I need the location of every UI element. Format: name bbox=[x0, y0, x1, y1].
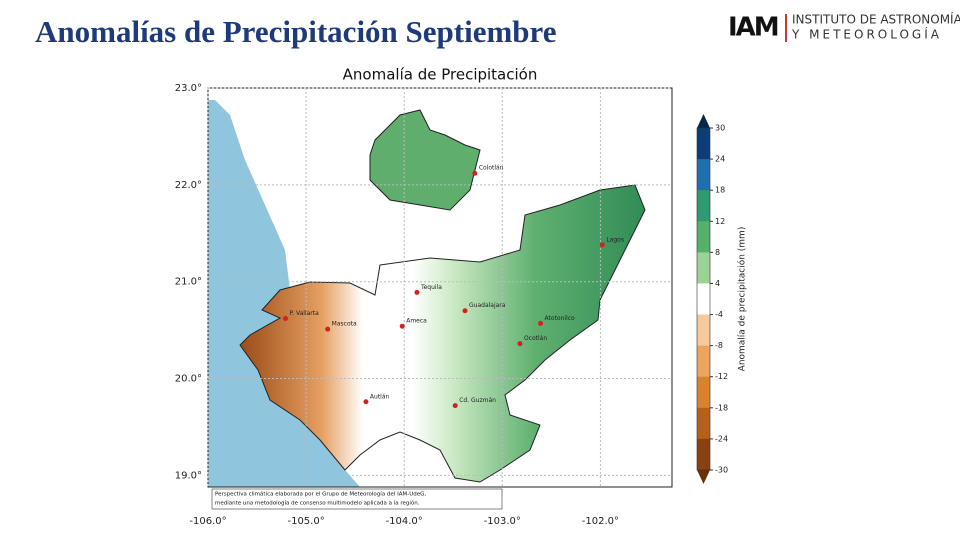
colorbar-tick-label: 24 bbox=[715, 155, 725, 164]
colorbar-extend bbox=[697, 470, 710, 484]
institute: Y METEOROLOGÍA bbox=[791, 27, 942, 42]
y-tick-label: 20.0° bbox=[175, 374, 202, 385]
city-label: Lagos bbox=[606, 236, 624, 243]
colorbar-tick-label: 4 bbox=[715, 279, 720, 288]
colorbar-tick-label: -8 bbox=[715, 341, 723, 350]
city-marker bbox=[472, 170, 478, 176]
colorbar-tick-label: -30 bbox=[715, 466, 728, 475]
city-marker bbox=[363, 399, 369, 405]
city-label: Colotlán bbox=[479, 165, 504, 172]
colorbar-tick-label: 30 bbox=[715, 124, 725, 133]
state-region bbox=[239, 184, 646, 483]
ocean bbox=[208, 88, 360, 487]
y-tick-label: 23.0° bbox=[175, 83, 202, 94]
colorbar-segment bbox=[697, 283, 710, 316]
colorbar-tick-label: 12 bbox=[715, 217, 725, 226]
colorbar-tick-label: -24 bbox=[715, 434, 728, 443]
city-marker bbox=[452, 403, 458, 409]
x-tick-label: -102.0° bbox=[582, 516, 619, 527]
colorbar-segment bbox=[697, 314, 710, 347]
city-marker bbox=[599, 242, 605, 248]
city-marker bbox=[325, 326, 331, 332]
city-marker bbox=[414, 289, 420, 295]
y-tick-label: 22.0° bbox=[175, 180, 202, 191]
city-label: Cd. Guzmán bbox=[459, 397, 496, 404]
colorbar-segment bbox=[697, 438, 710, 471]
city-marker bbox=[517, 341, 523, 347]
colorbar-segment bbox=[697, 221, 710, 253]
footnote: mediante una metodología de consenso mul… bbox=[215, 500, 420, 507]
slide-title: Anomalías de Precipitación Septiembre bbox=[35, 14, 557, 49]
city-label: Ameca bbox=[406, 318, 427, 325]
map: P. Vallarta Mascota Ameca Tequila Guadalajar… bbox=[207, 87, 673, 488]
city-label: Guadalajara bbox=[469, 302, 506, 309]
colorbar-label: Anomalía de precipitación (mm) bbox=[737, 227, 748, 372]
y-tick-label: 19.0° bbox=[175, 470, 202, 481]
city-label: Ocotlán bbox=[524, 335, 547, 342]
footnote-box bbox=[211, 488, 503, 510]
city-label: P. Vallarta bbox=[289, 310, 319, 317]
colorbar-segment bbox=[697, 345, 710, 378]
city-marker bbox=[282, 315, 288, 321]
city-label: Atotonilco bbox=[545, 315, 575, 322]
colorbar-extend bbox=[697, 114, 710, 128]
colorbar-segment bbox=[697, 376, 710, 409]
colorbar-segment bbox=[697, 407, 710, 440]
colorbar-tick-label: -18 bbox=[715, 403, 728, 412]
colorbar-segment bbox=[697, 252, 710, 284]
city-label: Tequila bbox=[420, 284, 442, 291]
city-label: Mascota bbox=[332, 321, 357, 328]
colorbar-tick-label: 18 bbox=[715, 186, 725, 195]
x-tick-label: -104.0° bbox=[386, 516, 423, 527]
x-tick-label: -105.0° bbox=[287, 516, 324, 527]
institute: INSTITUTO DE ASTRONOMÍA bbox=[792, 12, 960, 27]
x-tick-label: -106.0° bbox=[189, 516, 226, 527]
logo: IAM bbox=[728, 13, 778, 43]
colorbar-tick-label: -4 bbox=[715, 310, 723, 319]
colorbar-segment bbox=[697, 159, 710, 191]
city-marker bbox=[538, 320, 544, 326]
city-label: Autlán bbox=[370, 393, 390, 400]
map-title: Anomalía de Precipitación bbox=[343, 66, 538, 84]
colorbar-tick-label: 8 bbox=[715, 248, 720, 257]
colorbar-frame bbox=[696, 127, 711, 471]
city-marker bbox=[462, 308, 468, 314]
colorbar-tick-label: -12 bbox=[715, 372, 728, 381]
x-tick-label: -103.0° bbox=[484, 516, 521, 527]
colorbar-segment bbox=[697, 190, 710, 222]
footnote: Perspectiva climática elaborada por el G… bbox=[215, 491, 426, 498]
city-marker bbox=[399, 323, 405, 329]
y-tick-label: 21.0° bbox=[175, 277, 202, 288]
colorbar-segment bbox=[697, 128, 710, 160]
